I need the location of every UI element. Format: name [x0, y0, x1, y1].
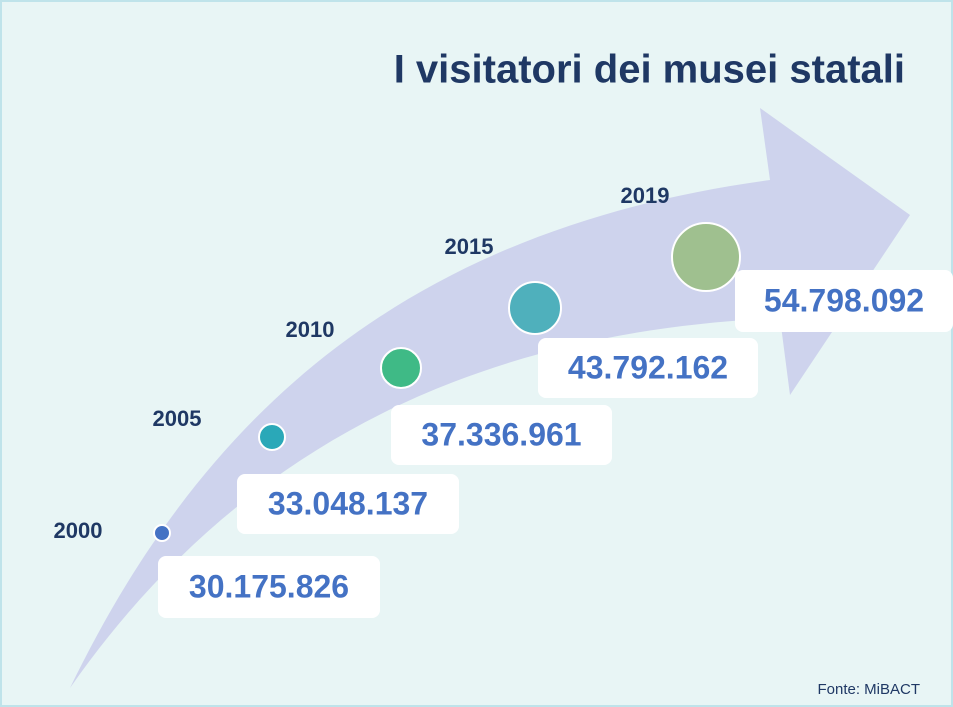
- year-label: 2019: [621, 183, 670, 208]
- value-label: 37.336.961: [421, 416, 581, 452]
- dot: [508, 281, 562, 335]
- value-box: [538, 338, 758, 398]
- title: I visitatori dei musei statali: [394, 48, 905, 92]
- year-label: 2015: [445, 234, 494, 259]
- dot: [258, 423, 286, 451]
- value-label: 43.792.162: [568, 349, 728, 385]
- value-box: [735, 270, 953, 332]
- value-label: 33.048.137: [268, 485, 428, 521]
- value-label: 30.175.826: [189, 568, 349, 604]
- source: Fonte: MiBACT: [817, 681, 920, 698]
- value-box: [391, 405, 612, 465]
- dot: [153, 524, 171, 542]
- year-label: 2000: [54, 518, 103, 543]
- timeline: 2000 30.175.826 2005 33.048.137 2010 37.336.9…: [54, 183, 953, 618]
- dot: [671, 222, 741, 292]
- value-box: [158, 556, 380, 618]
- value-box: [237, 474, 459, 534]
- year-label: 2005: [153, 406, 202, 431]
- year-label: 2010: [286, 317, 335, 342]
- dot: [380, 347, 422, 389]
- value-label: 54.798.092: [764, 282, 924, 318]
